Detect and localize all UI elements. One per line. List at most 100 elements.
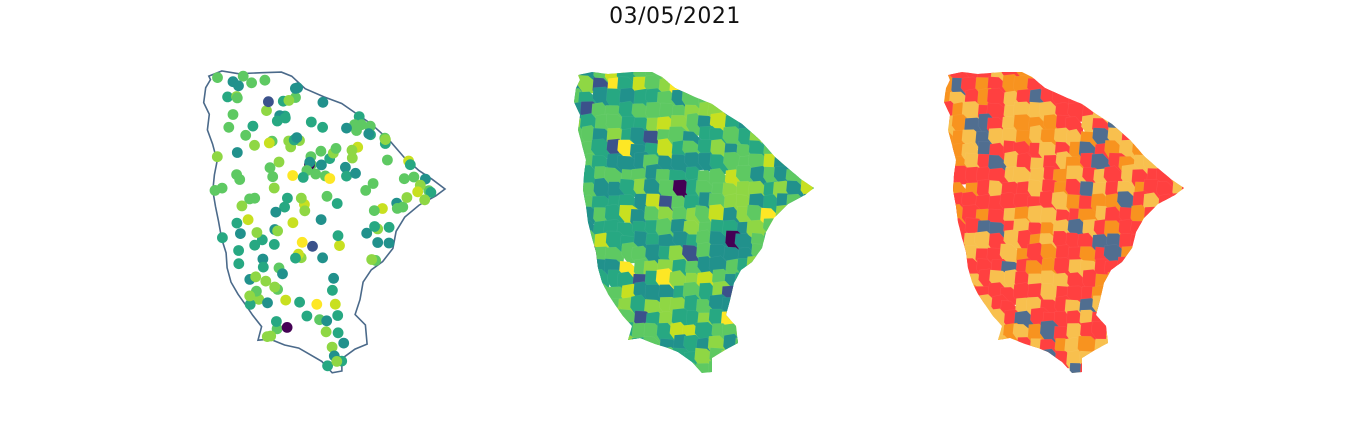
station-marker bbox=[268, 239, 280, 250]
municipality-polygon bbox=[708, 74, 732, 94]
station-marker bbox=[317, 121, 328, 133]
municipality-category-polygon bbox=[1183, 191, 1184, 218]
municipality-polygon bbox=[747, 345, 767, 371]
station-marker bbox=[272, 225, 283, 237]
municipality-category-polygon bbox=[1182, 125, 1184, 148]
municipality-category-polygon bbox=[1146, 271, 1167, 294]
station-marker bbox=[322, 360, 333, 372]
municipality-polygon bbox=[774, 361, 793, 373]
municipality-category-polygon bbox=[1181, 269, 1184, 296]
station-marker bbox=[356, 119, 367, 131]
municipality-category-polygon bbox=[1130, 255, 1152, 278]
municipality-polygon bbox=[813, 232, 814, 253]
municipality-polygon bbox=[574, 283, 587, 308]
station-marker bbox=[253, 293, 265, 305]
station-marker bbox=[249, 239, 261, 251]
municipality-polygon bbox=[734, 376, 752, 400]
municipality-polygon bbox=[574, 242, 586, 266]
municipality-polygon bbox=[594, 347, 614, 368]
municipality-category-polygon bbox=[1169, 153, 1184, 177]
station-marker bbox=[271, 316, 282, 327]
municipality-category-polygon bbox=[961, 362, 987, 373]
municipality-category-polygon bbox=[1172, 376, 1191, 400]
municipality-category-polygon bbox=[1004, 375, 1027, 394]
municipality-category-polygon bbox=[1159, 72, 1183, 83]
municipality-polygon bbox=[803, 129, 814, 152]
station-marker bbox=[341, 170, 352, 182]
station-marker bbox=[235, 228, 246, 240]
municipality-polygon bbox=[774, 72, 796, 86]
municipality-category-polygon bbox=[944, 296, 960, 320]
station-marker bbox=[212, 72, 223, 83]
municipality-polygon bbox=[709, 72, 732, 86]
station-marker bbox=[244, 290, 256, 302]
municipality-category-polygon bbox=[1159, 375, 1178, 396]
municipality-polygon bbox=[800, 204, 814, 228]
municipality-category-polygon bbox=[1183, 244, 1184, 270]
municipality-category-polygon bbox=[1159, 297, 1181, 318]
municipality-polygon bbox=[786, 286, 808, 307]
municipality-polygon bbox=[799, 152, 814, 176]
municipality-category-polygon bbox=[1014, 374, 1037, 397]
municipality-category-polygon bbox=[962, 349, 982, 372]
municipality-category-polygon bbox=[1169, 270, 1184, 294]
municipality-category-polygon bbox=[1130, 233, 1150, 257]
municipality-polygon bbox=[591, 360, 615, 373]
municipality-polygon bbox=[799, 257, 814, 279]
municipality-category-polygon bbox=[1156, 231, 1179, 256]
municipality-polygon bbox=[761, 88, 782, 111]
municipality-category-polygon bbox=[944, 286, 956, 309]
municipality-polygon bbox=[813, 295, 814, 319]
municipality-polygon bbox=[736, 347, 760, 371]
municipality-polygon bbox=[578, 362, 598, 373]
municipality-polygon bbox=[594, 309, 613, 331]
municipality-polygon bbox=[761, 361, 781, 373]
station-marker bbox=[311, 298, 323, 310]
station-marker bbox=[264, 162, 276, 174]
municipality-polygon bbox=[800, 360, 814, 373]
municipality-polygon bbox=[759, 72, 781, 86]
municipality-category-polygon bbox=[1134, 325, 1156, 348]
municipality-category-polygon bbox=[1156, 243, 1177, 268]
municipality-category-polygon bbox=[1121, 282, 1146, 306]
municipality-polygon bbox=[773, 221, 797, 244]
municipality-category-polygon bbox=[1171, 311, 1184, 332]
station-marker bbox=[270, 206, 282, 218]
municipality-category-polygon bbox=[1117, 296, 1138, 317]
municipality-polygon bbox=[800, 311, 814, 335]
municipality-polygon bbox=[580, 336, 603, 361]
municipality-category-polygon bbox=[1133, 103, 1153, 127]
municipality-polygon bbox=[785, 258, 805, 284]
station-marker bbox=[246, 77, 257, 89]
municipality-polygon bbox=[812, 72, 814, 90]
municipality-polygon bbox=[801, 321, 814, 346]
municipality-polygon bbox=[775, 335, 798, 361]
municipality-category-polygon bbox=[1182, 332, 1184, 356]
municipality-polygon bbox=[574, 151, 588, 176]
municipality-category-polygon bbox=[1120, 272, 1140, 294]
municipality-category-polygon bbox=[1133, 282, 1155, 308]
station-marker bbox=[281, 322, 293, 333]
municipality-category-polygon bbox=[1105, 322, 1127, 347]
municipality-category-polygon bbox=[1155, 90, 1178, 112]
municipality-category-polygon bbox=[1146, 125, 1167, 148]
municipality-category-polygon bbox=[944, 319, 959, 345]
municipality-polygon bbox=[813, 139, 814, 165]
municipality-polygon bbox=[787, 299, 807, 324]
municipality-category-polygon bbox=[1104, 76, 1127, 101]
municipality-category-polygon bbox=[1183, 204, 1184, 228]
municipality-polygon bbox=[774, 233, 798, 254]
municipality-category-polygon bbox=[1171, 247, 1184, 269]
municipality-polygon bbox=[787, 337, 813, 358]
municipality-category-polygon bbox=[1105, 334, 1126, 356]
municipality-polygon bbox=[712, 372, 737, 373]
municipality-polygon bbox=[582, 375, 602, 399]
municipality-polygon bbox=[722, 72, 742, 96]
municipality-polygon bbox=[605, 351, 631, 373]
municipality-polygon bbox=[776, 348, 799, 369]
municipality-category-polygon bbox=[1079, 362, 1100, 373]
station-marker bbox=[249, 139, 260, 151]
municipality-polygon bbox=[801, 333, 814, 354]
municipality-polygon bbox=[733, 285, 755, 310]
municipality-polygon bbox=[774, 295, 795, 319]
